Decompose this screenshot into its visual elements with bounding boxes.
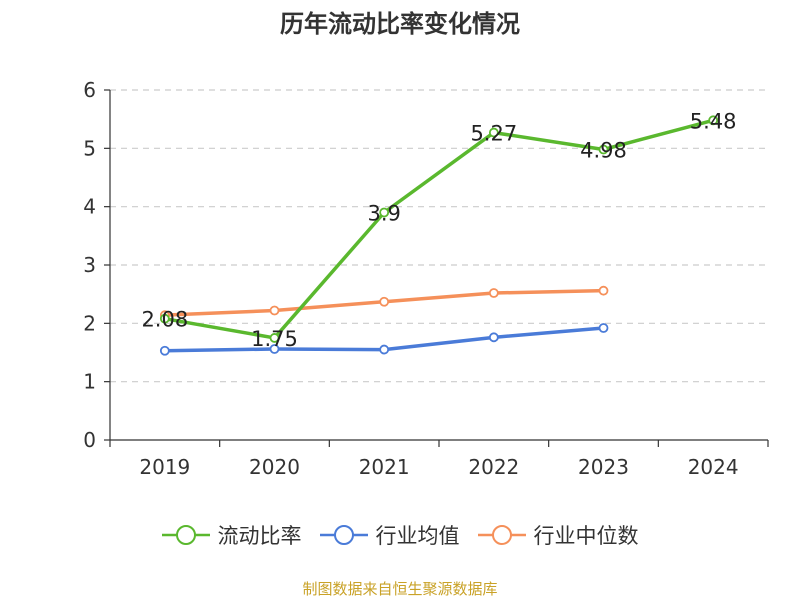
series-lines (159, 115, 719, 356)
x-tick-label: 2019 (139, 455, 190, 479)
data-label: 5.27 (470, 122, 517, 146)
data-point (159, 313, 170, 324)
legend-marker-icon (319, 525, 368, 545)
y-tick-label: 4 (83, 195, 96, 219)
data-label: 5.48 (690, 109, 737, 133)
data-point (379, 207, 390, 218)
legend-label: 行业中位数 (533, 524, 639, 548)
x-tick-label: 2023 (578, 455, 629, 479)
legend-label: 流动比率 (217, 524, 302, 548)
legend-item[interactable]: 行业均值 (319, 520, 460, 550)
data-point (708, 115, 719, 126)
legend-label: 行业均值 (375, 524, 460, 548)
data-point (269, 333, 280, 343)
y-tick-label: 6 (83, 78, 96, 102)
axes: 0 1 2 3 4 5 6 2019 2020 2021 2022 2023 2024 (83, 78, 769, 479)
legend: 流动比率 行业均值 行业中位数 (0, 520, 800, 550)
data-point (269, 344, 280, 354)
x-tick-label: 2024 (688, 455, 739, 479)
legend-marker-icon (161, 525, 210, 545)
data-label: 3.9 (367, 202, 400, 226)
data-point (598, 323, 609, 333)
data-point (488, 127, 499, 138)
x-tick-label: 2021 (359, 455, 410, 479)
data-label: 2.08 (141, 308, 188, 332)
data-point (488, 332, 499, 343)
data-point (379, 296, 390, 307)
chart-title: 历年流动比率变化情况 (280, 10, 520, 38)
y-tick-label: 3 (83, 253, 96, 277)
data-point (379, 344, 390, 355)
data-label: 1.75 (251, 327, 298, 351)
data-point (598, 285, 609, 296)
legend-item[interactable]: 行业中位数 (477, 520, 639, 550)
y-tick-label: 2 (83, 311, 96, 335)
y-tick-label: 1 (83, 370, 96, 394)
data-label: 4.98 (580, 139, 627, 163)
source-note: 制图数据来自恒生聚源数据库 (302, 580, 498, 598)
x-tick-label: 2022 (468, 455, 519, 479)
y-tick-label: 5 (83, 136, 96, 160)
legend-item[interactable]: 流动比率 (161, 520, 302, 550)
x-tick-label: 2020 (249, 455, 300, 479)
data-point (269, 305, 280, 316)
data-point (488, 288, 499, 298)
y-tick-label: 0 (83, 428, 96, 452)
data-point (598, 144, 609, 155)
data-point (159, 345, 170, 356)
legend-marker-icon (477, 525, 526, 545)
data-labels: 2.08 1.75 3.9 5.27 4.98 5.48 (141, 109, 736, 351)
series-line (164, 118, 714, 340)
